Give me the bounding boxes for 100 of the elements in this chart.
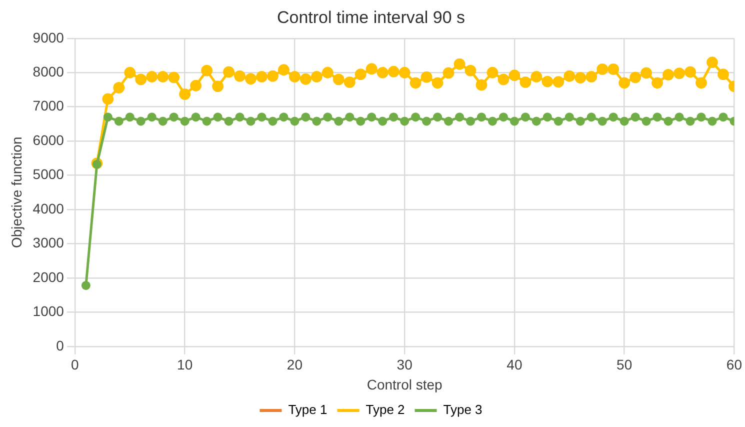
point [574, 72, 586, 84]
y-tick-label: 1000 [32, 303, 64, 320]
point [388, 66, 400, 78]
point [135, 74, 147, 86]
point [652, 77, 663, 89]
y-tick-label: 7000 [32, 98, 64, 114]
x-axis-title: Control step [366, 376, 443, 392]
point [586, 71, 598, 82]
point [81, 280, 90, 290]
point [398, 66, 410, 78]
point [442, 67, 454, 79]
point [257, 112, 266, 122]
point [278, 64, 290, 76]
point [180, 116, 190, 126]
y-tick-label: 8000 [32, 63, 64, 80]
point [147, 112, 156, 122]
point [454, 58, 466, 70]
point [114, 116, 124, 126]
point [564, 70, 576, 82]
point [532, 116, 541, 126]
point [290, 116, 300, 126]
x-tick-label: 30 [396, 356, 413, 373]
point [420, 71, 432, 83]
point [224, 116, 234, 126]
point [344, 76, 356, 88]
point [411, 112, 420, 122]
point [620, 116, 629, 126]
chart-title: Control time interval 90 s [276, 8, 466, 27]
point [684, 66, 696, 78]
point [334, 116, 344, 126]
legend-label: Type 2 [366, 402, 405, 418]
point [301, 112, 310, 122]
point [718, 112, 728, 122]
point [312, 116, 322, 126]
legend-label: Type 3 [443, 402, 482, 418]
point [400, 116, 410, 126]
point [103, 112, 112, 122]
point [486, 66, 498, 78]
point [662, 68, 674, 80]
point [378, 116, 388, 126]
point [674, 112, 684, 122]
point [455, 112, 464, 122]
point [696, 77, 707, 89]
point [520, 112, 530, 122]
legend-label: Type 1 [288, 402, 328, 418]
y-tick-label: 9000 [32, 29, 64, 46]
point [191, 112, 200, 122]
y-tick-label: 0 [56, 337, 64, 354]
point [102, 93, 114, 105]
point [444, 116, 454, 126]
point [323, 112, 332, 122]
x-tick-label: 10 [177, 356, 193, 373]
point [608, 64, 620, 75]
point [464, 64, 476, 76]
point [169, 112, 178, 122]
point [279, 112, 288, 122]
point [267, 70, 278, 82]
point [190, 80, 202, 92]
point [376, 66, 388, 78]
point [136, 116, 146, 126]
point [674, 68, 685, 80]
point [608, 112, 618, 122]
point [596, 64, 608, 75]
point [542, 76, 554, 88]
point [554, 116, 563, 126]
point [356, 116, 366, 126]
point [466, 116, 476, 126]
point [708, 116, 717, 126]
point [201, 64, 212, 76]
point [213, 112, 222, 122]
point [686, 116, 695, 126]
point [157, 71, 169, 82]
point [696, 112, 706, 122]
point [564, 112, 574, 122]
y-tick-label: 6000 [32, 132, 64, 148]
x-tick-label: 40 [506, 356, 522, 373]
point [476, 112, 486, 122]
point [322, 66, 334, 78]
point [289, 71, 300, 82]
point [586, 112, 596, 122]
point [125, 112, 134, 122]
point [223, 66, 234, 78]
point [367, 112, 376, 122]
y-tick-label: 4000 [32, 200, 64, 216]
point [433, 112, 442, 122]
point [630, 112, 640, 122]
point [146, 71, 158, 82]
point [642, 116, 651, 126]
point [234, 70, 246, 82]
point [168, 72, 180, 84]
point [113, 82, 125, 94]
x-tick-label: 60 [726, 356, 742, 373]
y-tick-label: 5000 [32, 166, 64, 182]
x-tick-label: 20 [286, 356, 303, 373]
point [630, 72, 642, 84]
point [432, 77, 444, 89]
point [202, 116, 212, 126]
point [256, 71, 268, 82]
point [332, 74, 344, 86]
x-tick-label: 50 [616, 356, 632, 373]
